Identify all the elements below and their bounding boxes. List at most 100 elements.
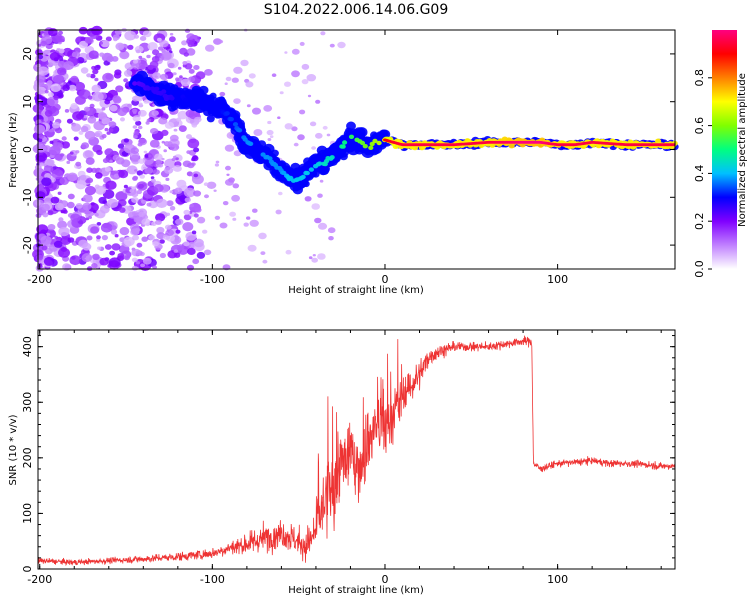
- noise-blob: [52, 121, 61, 129]
- noise-blob: [127, 103, 132, 108]
- noise-blob: [291, 70, 300, 78]
- noise-blob: [189, 203, 195, 208]
- ridge-core: [369, 141, 375, 147]
- noise-blob: [192, 258, 200, 265]
- noise-blob: [53, 74, 65, 85]
- noise-blob: [136, 170, 143, 176]
- noise-blob: [285, 249, 292, 255]
- noise-blob: [138, 55, 143, 60]
- noise-blob: [35, 119, 42, 125]
- x-tick-label: 100: [547, 573, 568, 586]
- noise-blob: [76, 57, 85, 64]
- ridge-blob: [302, 180, 310, 188]
- noise-blob: [106, 198, 119, 208]
- noise-blob: [94, 132, 101, 137]
- noise-blob: [138, 211, 145, 217]
- noise-blob: [311, 203, 321, 210]
- noise-blob: [157, 52, 162, 57]
- ridge-core: [342, 140, 348, 145]
- colorbar-ticks: 0.0 0.2 0.4 0.6 0.8: [693, 69, 712, 278]
- noise-blob: [132, 235, 139, 241]
- noise-blob: [113, 173, 120, 179]
- noise-blob: [183, 209, 191, 215]
- x-tick-label: -200: [27, 273, 52, 286]
- noise-blob: [62, 84, 70, 92]
- noise-blob: [183, 213, 192, 221]
- noise-blob: [184, 28, 191, 33]
- noise-blob: [245, 81, 254, 88]
- noise-blob: [157, 46, 164, 51]
- noise-blob: [173, 249, 179, 253]
- noise-blob: [188, 68, 195, 74]
- noise-blob: [102, 158, 109, 164]
- noise-blob: [231, 194, 241, 202]
- noise-blob: [66, 160, 71, 164]
- noise-blob: [175, 77, 180, 82]
- noise-blob: [104, 127, 109, 132]
- noise-blob: [100, 40, 110, 48]
- noise-blob: [317, 222, 328, 230]
- noise-blob: [124, 30, 137, 41]
- spectrogram-blobs: [32, 25, 346, 272]
- noise-blob: [41, 203, 50, 211]
- noise-blob: [182, 222, 194, 232]
- noise-blob: [183, 241, 190, 247]
- ridge-blob: [270, 149, 279, 157]
- colorbar-tick-label: 0.8: [693, 69, 706, 87]
- noise-blob: [64, 109, 70, 113]
- noise-blob: [123, 78, 128, 83]
- noise-blob: [262, 259, 268, 264]
- noise-blob: [229, 211, 237, 217]
- noise-blob: [79, 174, 87, 181]
- noise-blob: [233, 98, 241, 104]
- noise-blob: [56, 47, 61, 52]
- ridge-blob: [198, 85, 209, 95]
- noise-blob: [291, 126, 298, 132]
- noise-blob: [180, 78, 191, 87]
- noise-blob: [172, 165, 182, 172]
- noise-blob: [164, 121, 174, 129]
- noise-blob: [135, 49, 141, 54]
- noise-blob: [58, 217, 64, 222]
- noise-blob: [156, 226, 165, 234]
- ridge-core: [154, 86, 160, 92]
- noise-blob: [159, 239, 165, 244]
- noise-blob: [133, 217, 141, 223]
- noise-blob: [206, 181, 217, 189]
- noise-blob: [263, 105, 273, 112]
- noise-blob: [275, 209, 282, 215]
- noise-blob: [49, 230, 54, 234]
- noise-blob: [85, 179, 91, 184]
- noise-blob: [320, 31, 326, 36]
- noise-blob: [164, 158, 177, 169]
- noise-blob: [144, 167, 154, 174]
- noise-blob: [113, 72, 122, 79]
- noise-blob: [186, 134, 192, 140]
- noise-blob: [204, 194, 209, 199]
- noise-blob: [51, 169, 64, 180]
- noise-blob: [194, 116, 202, 123]
- noise-blob: [57, 220, 68, 229]
- noise-blob: [91, 25, 103, 36]
- noise-blob: [193, 65, 200, 70]
- ridge-core: [216, 105, 222, 110]
- noise-blob: [108, 121, 117, 128]
- noise-blob: [36, 254, 44, 261]
- noise-blob: [172, 72, 177, 76]
- noise-blob: [99, 52, 105, 57]
- noise-blob: [90, 73, 96, 79]
- noise-blob: [176, 179, 187, 188]
- noise-blob: [131, 211, 139, 216]
- noise-blob: [150, 178, 156, 183]
- noise-blob: [231, 77, 239, 83]
- noise-blob: [66, 201, 75, 209]
- noise-blob: [246, 216, 251, 220]
- spectrogram-y-ticks: -20 -10 0 10 20: [21, 47, 675, 254]
- noise-blob: [136, 189, 142, 195]
- noise-blob: [47, 92, 54, 98]
- noise-blob: [214, 215, 221, 220]
- noise-blob: [153, 184, 164, 193]
- noise-blob: [269, 135, 274, 139]
- noise-blob: [152, 49, 160, 56]
- noise-blob: [271, 73, 277, 77]
